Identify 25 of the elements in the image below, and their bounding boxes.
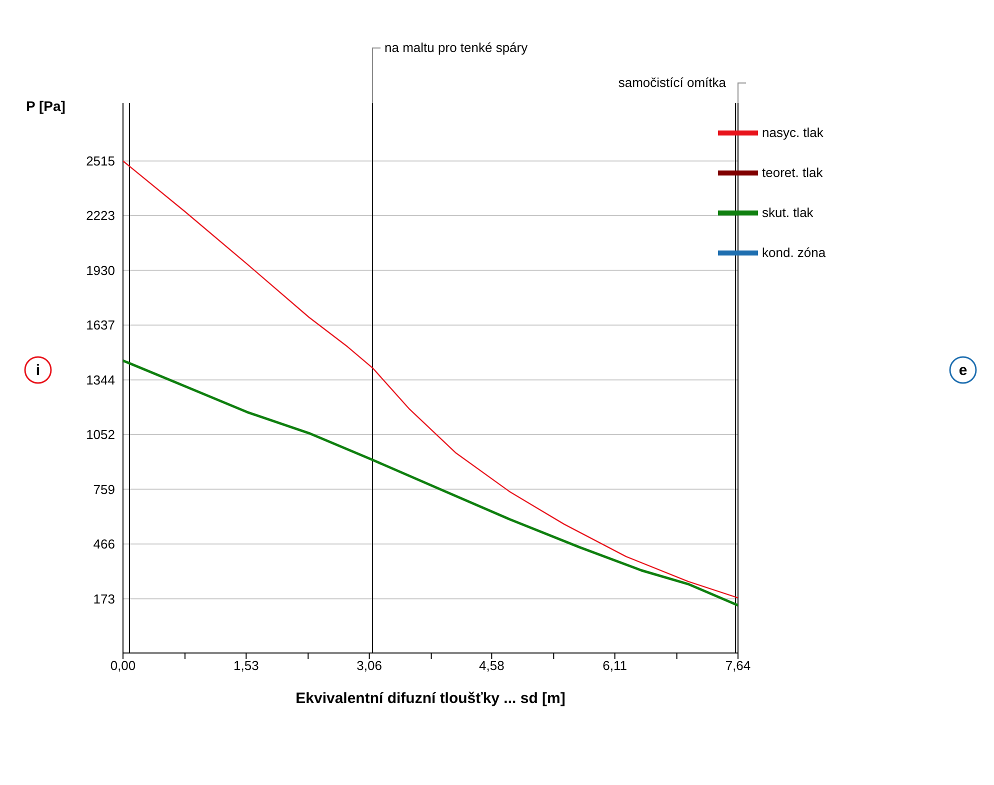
x-tick-label: 0,00 [110, 658, 136, 674]
y-tick-label: 466 [93, 536, 115, 552]
y-tick-label: 1052 [86, 427, 115, 442]
x-tick-label: 6,11 [602, 658, 628, 674]
legend-label: nasyc. tlak [762, 125, 824, 140]
ref-line-label: samočistící omítka [618, 75, 727, 90]
x-tick-label: 7,64 [725, 658, 751, 674]
circle-badge: e [948, 355, 978, 385]
legend-label: skut. tlak [762, 205, 814, 220]
y-tick-label: 1344 [86, 372, 115, 388]
x-tick-label: 1,53 [234, 658, 259, 674]
legend-label: kond. zóna [762, 245, 826, 260]
y-tick-label: 2223 [86, 208, 115, 224]
ref-line-label: na maltu pro tenké spáry [384, 40, 528, 55]
y-axis-title: P [Pa] [26, 98, 66, 114]
legend-label: teoret. tlak [762, 165, 823, 180]
y-tick-label: 1637 [86, 318, 115, 333]
y-tick-label: 2515 [86, 154, 115, 169]
x-tick-label: 3,06 [356, 658, 382, 674]
x-axis-title: Ekvivalentní difuzní tloušťky ... sd [m] [296, 690, 566, 707]
x-tick-label: 4,58 [479, 658, 504, 674]
y-tick-label: 173 [93, 591, 115, 606]
y-tick-label: 759 [93, 482, 115, 497]
y-tick-label: 1930 [86, 262, 115, 278]
circle-badge: i [23, 355, 53, 385]
